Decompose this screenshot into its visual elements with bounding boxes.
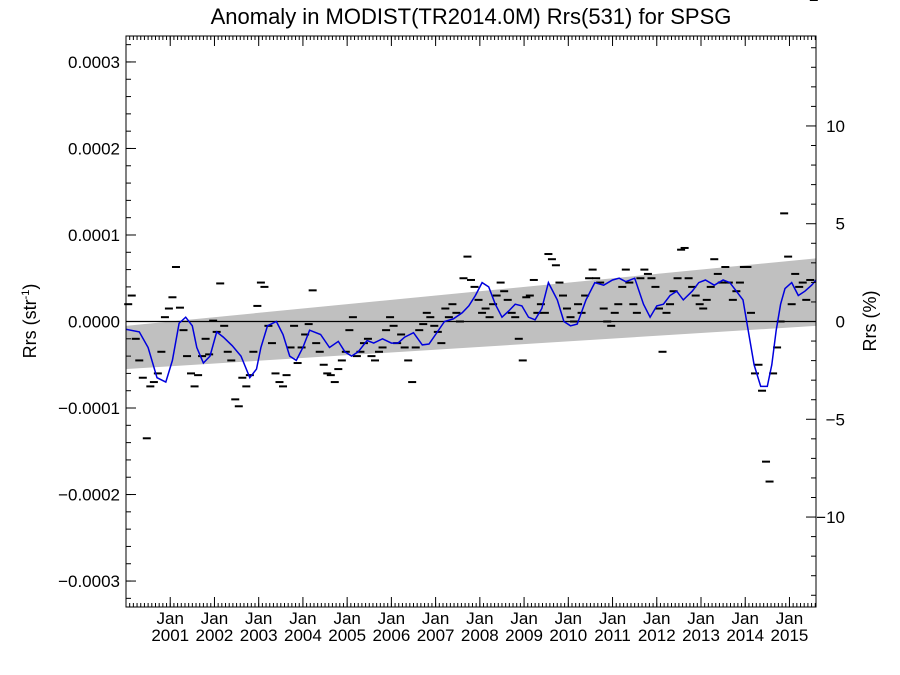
right-tick-label: 5 <box>836 215 845 234</box>
x-tick-month-label: Jan <box>378 609 405 628</box>
x-tick-year-label: 2005 <box>328 626 366 645</box>
x-tick-year-label: 2003 <box>240 626 278 645</box>
x-tick-year-label: 2015 <box>771 626 809 645</box>
trend-band-layer <box>126 258 816 370</box>
left-tick-label: 0.0000 <box>68 313 120 332</box>
right-tick-label: 0 <box>836 313 845 332</box>
x-tick-month-label: Jan <box>555 609 582 628</box>
x-tick-month-label: Jan <box>466 609 493 628</box>
x-tick-month-label: Jan <box>245 609 272 628</box>
x-tick-year-label: 2014 <box>726 626 764 645</box>
x-tick-month-label: Jan <box>732 609 759 628</box>
left-tick-label: 0.0003 <box>68 53 120 72</box>
monthly-points-layer <box>124 0 818 483</box>
x-tick-year-label: 2008 <box>461 626 499 645</box>
left-tick-label: −0.0001 <box>58 399 120 418</box>
left-tick-label: −0.0003 <box>58 572 120 591</box>
x-tick-year-label: 2001 <box>151 626 189 645</box>
x-tick-year-label: 2012 <box>638 626 676 645</box>
chart-title: Anomaly in MODIST(TR2014.0M) Rrs(531) fo… <box>211 4 732 29</box>
x-tick-year-label: 2007 <box>417 626 455 645</box>
x-tick-month-label: Jan <box>687 609 714 628</box>
left-y-axis: 0.0003 0.0002 0.0001 0.0000 −0.0001 −0.0002 −0… <box>58 44 136 599</box>
x-tick-year-label: 2010 <box>549 626 587 645</box>
smoothed-series-line <box>125 277 817 388</box>
right-tick-label: 10 <box>826 117 845 136</box>
left-tick-label: 0.0002 <box>68 139 120 158</box>
x-tick-month-label: Jan <box>157 609 184 628</box>
x-tick-month-label: Jan <box>422 609 449 628</box>
x-tick-year-label: 2002 <box>196 626 234 645</box>
x-tick-year-label: 2011 <box>594 626 631 645</box>
x-tick-year-label: 2009 <box>505 626 543 645</box>
x-tick-month-label: Jan <box>599 609 626 628</box>
right-tick-label: −5 <box>826 410 845 429</box>
x-tick-month-label: Jan <box>201 609 228 628</box>
right-tick-label: −10 <box>816 508 845 527</box>
x-tick-month-label: Jan <box>333 609 360 628</box>
x-tick-year-label: 2004 <box>284 626 322 645</box>
x-tick-month-label: Jan <box>510 609 537 628</box>
x-tick-year-label: 2013 <box>682 626 720 645</box>
x-tick-month-label: Jan <box>643 609 670 628</box>
left-y-axis-label: Rrs (str-1) <box>20 284 40 359</box>
left-tick-label: −0.0002 <box>58 486 120 505</box>
x-tick-month-label: Jan <box>289 609 316 628</box>
x-tick-month-label: Jan <box>776 609 803 628</box>
right-y-axis-label: Rrs (%) <box>860 291 880 352</box>
x-tick-year-label: 2006 <box>372 626 410 645</box>
trend-band <box>126 258 816 370</box>
right-y-axis: 10 5 0 −5 −10 <box>806 47 845 596</box>
left-tick-label: 0.0001 <box>68 226 120 245</box>
x-axis: Jan2001Jan2002Jan2003Jan2004Jan2005Jan20… <box>125 36 816 645</box>
smoothed-series-layer <box>125 277 817 388</box>
